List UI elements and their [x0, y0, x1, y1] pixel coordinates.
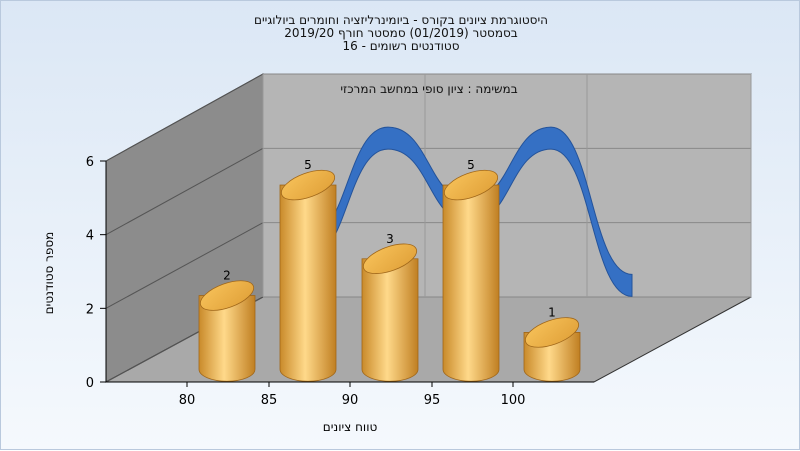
data-label: 5 [304, 158, 312, 172]
bar-top [524, 317, 580, 348]
x-tick-label: 90 [342, 393, 359, 408]
data-label: 3 [386, 232, 394, 246]
x-tick-label: 100 [501, 393, 526, 408]
chart-title-line-1: היסטוגרמת ציונים בקורס - ביומינרליזציה ו… [254, 13, 548, 27]
x-tick-label: 80 [179, 393, 196, 408]
grid-line-side [105, 73, 264, 162]
bar-100: 1 [523, 305, 581, 382]
bar-80: 2 [198, 269, 256, 382]
bar-body [198, 295, 256, 382]
data-label: 5 [467, 158, 475, 172]
x-axis-label: טווח ציונים [323, 420, 378, 434]
y-axis-label: מספר סטודנטים [42, 232, 56, 315]
bar-85: 5 [279, 158, 337, 382]
bars: 2 5 3 5 1 [198, 158, 581, 382]
chart-subtitle: במשימה : ציון סופי במחשב המרכזי [340, 82, 517, 96]
chart-title-line-2: בסמסטר (01/2019) סמסטר חורף 2019/20 [284, 26, 517, 40]
bar-95: 5 [442, 158, 500, 382]
x-tick-label: 95 [424, 393, 441, 408]
data-label: 1 [548, 305, 556, 319]
bar-top [362, 243, 418, 274]
chart-title-line-3: סטודנטים רשומים - 16 [342, 39, 459, 53]
bar-90: 3 [361, 232, 419, 382]
bar-body [279, 184, 337, 382]
y-tick-label: 6 [86, 155, 94, 170]
bar-top [443, 169, 499, 201]
bar-body [442, 184, 500, 382]
y-tick-label: 0 [86, 376, 94, 391]
grid-line-side [105, 222, 264, 309]
x-tick-label: 85 [261, 393, 278, 408]
data-label: 2 [223, 269, 231, 283]
bar-top [280, 169, 336, 201]
grid-line-side [105, 147, 264, 236]
y-tick-label: 4 [86, 229, 94, 244]
y-tick-label: 2 [86, 302, 94, 317]
bar-body [361, 258, 419, 382]
axis-ticks: 0 2 4 6 80 85 90 95 100 [86, 155, 594, 408]
grid-lines [105, 73, 752, 383]
bar-top [199, 280, 255, 311]
